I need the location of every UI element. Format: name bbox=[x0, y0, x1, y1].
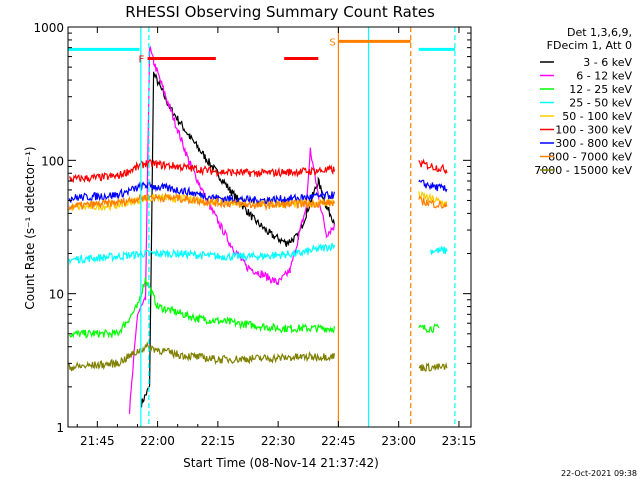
plot-frame bbox=[67, 26, 472, 428]
flag-label: F bbox=[139, 55, 145, 66]
plot-annotations: FS bbox=[68, 27, 456, 427]
legend-label: 12 - 25 keV bbox=[569, 83, 632, 96]
series-line-6-12-kevkev bbox=[128, 45, 335, 414]
legend-label: 3 - 6 keV bbox=[583, 56, 632, 69]
series-line-100-300-kevkev bbox=[69, 158, 448, 184]
y-axis: 1 10 100 1000 bbox=[33, 21, 471, 435]
series-line-25-50-kevkev bbox=[68, 242, 448, 266]
x-tick-label: 23:15 bbox=[442, 434, 477, 448]
legend-label: 50 - 100 keV bbox=[562, 110, 632, 123]
legend-label: 800 - 7000 keV bbox=[548, 151, 632, 164]
x-tick-label: 21:45 bbox=[80, 434, 115, 448]
legend-label: 7000 - 15000 keV bbox=[534, 164, 632, 177]
legend-label: 25 - 50 keV bbox=[569, 97, 632, 110]
x-tick-label: 22:15 bbox=[201, 434, 236, 448]
plot-lines bbox=[68, 45, 448, 414]
y-tick-label: 100 bbox=[41, 154, 64, 168]
generation-timestamp: 22-Oct-2021 09:38 bbox=[561, 469, 637, 478]
x-tick-label: 23:00 bbox=[381, 434, 416, 448]
x-tick-label: 22:30 bbox=[261, 434, 296, 448]
legend-label: 100 - 300 keV bbox=[555, 124, 632, 137]
legend-header: FDecim 1, Att 0 bbox=[547, 39, 632, 52]
x-axis: 21:45 22:00 22:15 22:30 22:45 23:00 23:15 bbox=[76, 27, 477, 448]
series-line-300-800-kevkev bbox=[68, 179, 448, 206]
legend-label: 300 - 800 keV bbox=[555, 137, 632, 150]
y-tick-label: 1 bbox=[56, 421, 64, 435]
legend-header: Det 1,3,6,9, bbox=[567, 26, 632, 39]
x-axis-label: Start Time (08-Nov-14 21:37:42) bbox=[183, 456, 379, 470]
series-line-7000-15000-kevkev bbox=[68, 340, 448, 372]
x-tick-label: 22:00 bbox=[140, 434, 175, 448]
series-line-800-7000-kevkev bbox=[68, 192, 448, 212]
chart-title: RHESSI Observing Summary Count Rates bbox=[125, 3, 435, 21]
series-line-12-25-kevkev bbox=[69, 277, 440, 339]
flag-label: S bbox=[329, 37, 335, 48]
y-axis-label: Count Rate (s⁻¹ detector⁻¹) bbox=[23, 146, 37, 309]
legend-label: 6 - 12 keV bbox=[576, 70, 632, 83]
x-tick-label: 22:45 bbox=[321, 434, 356, 448]
y-tick-label: 1000 bbox=[33, 21, 64, 35]
y-tick-label: 10 bbox=[49, 288, 64, 302]
